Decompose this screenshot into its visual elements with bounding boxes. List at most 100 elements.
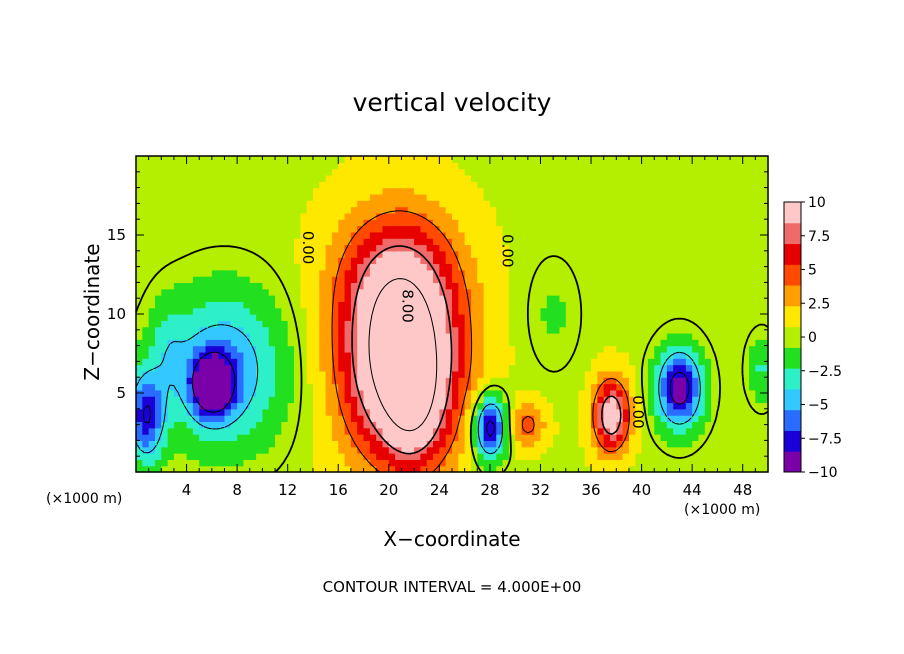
field-cell bbox=[154, 465, 162, 473]
field-cell bbox=[464, 383, 472, 391]
field-cell bbox=[755, 168, 763, 176]
field-cell bbox=[312, 244, 320, 252]
field-cell bbox=[483, 225, 491, 233]
field-cell bbox=[268, 320, 276, 328]
field-cell bbox=[218, 434, 226, 441]
field-cell bbox=[268, 181, 276, 189]
field-cell bbox=[749, 465, 756, 473]
field-cell bbox=[180, 453, 188, 460]
field-cell bbox=[300, 212, 308, 220]
field-cell bbox=[679, 181, 687, 189]
field-cell bbox=[281, 193, 289, 201]
field-cell bbox=[546, 174, 554, 182]
field-cell bbox=[597, 358, 605, 366]
field-cell bbox=[654, 370, 662, 378]
field-cell bbox=[572, 162, 579, 170]
field-cell bbox=[445, 288, 453, 296]
field-cell bbox=[515, 269, 523, 277]
field-cell bbox=[439, 269, 447, 277]
field-cell bbox=[142, 314, 150, 321]
field-cell bbox=[508, 200, 516, 208]
field-cell bbox=[597, 181, 605, 189]
field-cell bbox=[717, 162, 725, 170]
field-cell bbox=[243, 453, 251, 460]
field-cell bbox=[445, 415, 453, 423]
field-cell bbox=[673, 434, 681, 441]
field-cell bbox=[679, 231, 687, 239]
field-cell bbox=[205, 276, 213, 283]
field-cell bbox=[325, 307, 333, 315]
field-cell bbox=[148, 314, 156, 321]
field-cell bbox=[395, 288, 403, 296]
field-cell bbox=[237, 427, 245, 435]
field-cell bbox=[420, 446, 428, 454]
field-cell bbox=[249, 276, 257, 283]
field-cell bbox=[622, 193, 630, 201]
field-cell bbox=[205, 358, 213, 366]
field-cell bbox=[553, 459, 561, 467]
field-cell bbox=[477, 219, 485, 227]
field-cell bbox=[546, 263, 554, 271]
field-cell bbox=[673, 402, 681, 410]
field-cell bbox=[610, 396, 617, 404]
field-cell bbox=[388, 162, 396, 170]
field-cell bbox=[584, 231, 592, 239]
field-cell bbox=[540, 402, 548, 410]
field-cell bbox=[546, 282, 554, 290]
field-cell bbox=[268, 408, 276, 416]
field-cell bbox=[647, 370, 655, 378]
field-cell bbox=[755, 370, 763, 378]
field-cell bbox=[711, 219, 719, 227]
field-cell bbox=[414, 301, 421, 309]
field-cell bbox=[154, 156, 162, 163]
field-cell bbox=[553, 440, 561, 448]
field-cell bbox=[433, 250, 440, 258]
field-cell bbox=[591, 200, 598, 208]
field-cell bbox=[395, 434, 403, 441]
field-cell bbox=[388, 257, 396, 265]
field-cell bbox=[666, 174, 674, 182]
field-cell bbox=[704, 358, 712, 366]
field-cell bbox=[237, 314, 245, 321]
field-cell bbox=[553, 345, 561, 353]
field-cell bbox=[154, 301, 162, 309]
field-cell bbox=[685, 295, 693, 302]
field-cell bbox=[496, 326, 504, 334]
field-cell bbox=[704, 402, 712, 410]
field-cell bbox=[218, 200, 226, 208]
field-cell bbox=[249, 383, 257, 391]
field-cell bbox=[559, 370, 567, 378]
field-cell bbox=[426, 288, 434, 296]
field-cell bbox=[344, 427, 352, 435]
field-cell bbox=[192, 389, 200, 397]
field-cell bbox=[325, 225, 333, 233]
field-cell bbox=[331, 250, 339, 258]
field-cell bbox=[369, 364, 377, 372]
field-cell bbox=[660, 427, 668, 435]
field-cell bbox=[312, 257, 320, 265]
field-cell bbox=[641, 370, 649, 378]
field-cell bbox=[464, 465, 472, 473]
field-cell bbox=[572, 358, 579, 366]
field-cell bbox=[382, 288, 390, 296]
field-cell bbox=[540, 288, 548, 296]
field-cell bbox=[464, 288, 472, 296]
field-cell bbox=[192, 263, 200, 271]
field-cell bbox=[698, 162, 706, 170]
field-cell bbox=[685, 269, 693, 277]
field-cell bbox=[382, 225, 390, 233]
field-cell bbox=[224, 200, 232, 208]
field-cell bbox=[350, 389, 358, 397]
field-cell bbox=[622, 453, 630, 460]
field-cell bbox=[489, 295, 497, 302]
field-cell bbox=[300, 364, 308, 372]
field-cell bbox=[717, 257, 725, 265]
field-cell bbox=[281, 364, 289, 372]
field-cell bbox=[647, 231, 655, 239]
field-cell bbox=[628, 332, 636, 340]
field-cell bbox=[685, 402, 693, 410]
field-cell bbox=[256, 453, 263, 460]
field-cell bbox=[262, 326, 270, 334]
field-cell bbox=[300, 358, 308, 366]
field-cell bbox=[186, 427, 194, 435]
